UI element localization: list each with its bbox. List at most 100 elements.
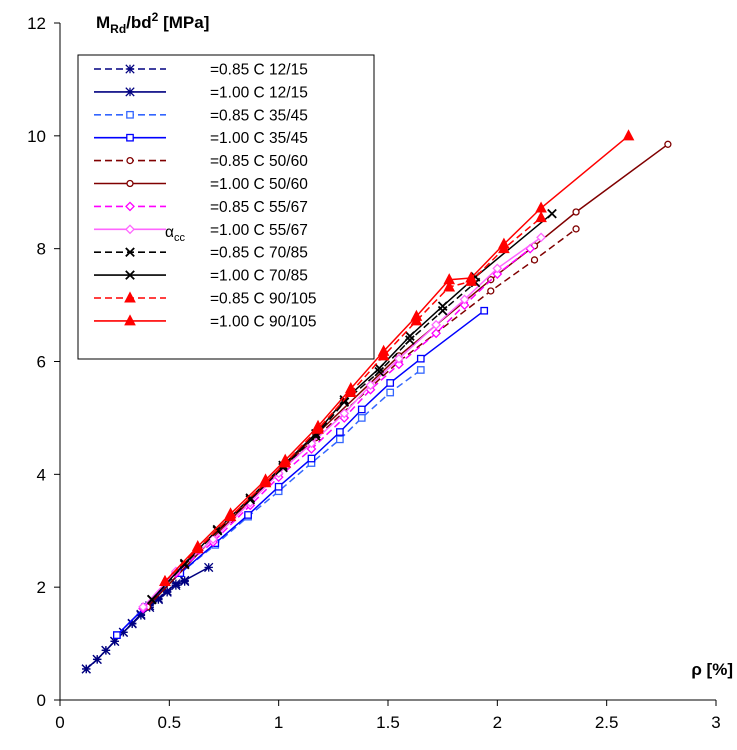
marker-stroke	[339, 397, 350, 407]
data-point	[394, 359, 404, 370]
marker-stroke	[405, 335, 415, 345]
marker-shape	[126, 179, 134, 188]
legend-label: =1.00 C 70/85	[210, 268, 308, 285]
marker-shape	[535, 211, 547, 223]
legend-item: =0.85 C 70/85	[94, 245, 308, 262]
data-point	[306, 444, 317, 454]
legend: =0.85 C 12/15 =1.00 C 12/15 =0.85 C 35/45 =…	[77, 54, 375, 360]
marker-shape	[498, 237, 510, 249]
legend-item: =0.85 C 50/60	[94, 153, 308, 170]
data-point	[159, 574, 171, 587]
data-point	[465, 271, 477, 283]
marker-shape	[339, 408, 350, 419]
x-tick-label: 2.5	[595, 713, 619, 732]
marker-stroke	[179, 558, 190, 569]
legend-item: =0.85 C 90/105	[94, 291, 316, 308]
data-point	[530, 256, 539, 264]
marker-shape	[410, 309, 423, 321]
legend-label: =1.00 C 50/60	[210, 176, 308, 193]
legend-label: =1.00 C 55/67	[210, 222, 308, 239]
legend-swatch-marker	[125, 224, 135, 235]
y-tick-label: 6	[37, 353, 46, 372]
legend-swatch-marker	[125, 87, 135, 97]
data-point	[394, 353, 404, 364]
data-point	[487, 287, 495, 295]
y-tick-label: 2	[37, 578, 46, 597]
data-point	[101, 645, 111, 656]
legend-swatch-marker	[125, 270, 135, 280]
data-point	[244, 511, 252, 519]
data-point	[405, 335, 415, 345]
marker-shape	[279, 453, 292, 465]
marker-shape	[126, 110, 134, 119]
data-point	[572, 225, 580, 233]
data-point	[572, 208, 580, 216]
legend-swatch-marker	[125, 247, 135, 258]
data-point	[547, 208, 557, 219]
legend-item: =0.85 C 12/15	[94, 62, 308, 79]
data-point	[279, 453, 292, 465]
marker-shape	[386, 388, 395, 397]
marker-shape	[126, 156, 134, 165]
marker-shape	[459, 294, 470, 305]
data-point	[386, 379, 395, 387]
data-point	[443, 280, 456, 292]
legend-label: =1.00 C 90/105	[210, 313, 316, 330]
marker-shape	[307, 454, 316, 463]
data-point	[224, 507, 237, 519]
data-point	[443, 273, 456, 285]
data-point	[336, 428, 344, 436]
legend-swatch-marker	[125, 201, 135, 212]
marker-stroke	[405, 331, 415, 341]
legend-label: =0.85 C 12/15	[210, 62, 308, 79]
data-point	[410, 309, 423, 321]
data-point	[535, 211, 547, 223]
data-point	[377, 344, 390, 356]
x-tick-label: 2	[493, 713, 502, 732]
data-point	[459, 300, 470, 311]
y-axis-title-mid: /bd	[126, 13, 152, 32]
marker-shape	[530, 256, 539, 264]
marker-shape	[126, 133, 134, 142]
legend-label: =0.85 C 50/60	[210, 153, 308, 170]
y-tick-label: 0	[37, 691, 46, 710]
y-tick-label: 8	[37, 240, 46, 259]
data-point	[179, 558, 190, 569]
marker-shape	[386, 379, 395, 387]
data-point	[459, 294, 470, 305]
data-point	[374, 366, 385, 377]
legend-swatch-marker	[124, 291, 136, 303]
y-axis-title-main: M	[96, 13, 110, 32]
x-axis-title: ρ [%]	[691, 660, 733, 679]
data-point	[357, 405, 366, 414]
legend-alpha-label: αcc	[165, 224, 185, 244]
data-point	[480, 306, 489, 315]
marker-shape	[124, 291, 136, 303]
marker-shape	[336, 435, 344, 444]
marker-shape	[492, 269, 503, 279]
marker-stroke	[547, 208, 557, 219]
data-point	[416, 354, 425, 363]
data-point	[535, 201, 547, 213]
marker-shape	[159, 574, 171, 587]
marker-shape	[492, 263, 503, 274]
marker-shape	[224, 507, 237, 519]
data-point	[344, 382, 357, 394]
marker-shape	[416, 354, 425, 363]
marker-shape	[336, 428, 344, 436]
marker-shape	[487, 287, 495, 295]
y-axis-title-sup: 2	[152, 10, 159, 24]
marker-shape	[443, 273, 456, 285]
marker-shape	[377, 344, 390, 356]
legend-label: =0.85 C 90/105	[210, 291, 316, 308]
marker-stroke	[125, 270, 135, 280]
legend-alpha-sub: cc	[174, 232, 186, 244]
data-point	[259, 473, 272, 485]
marker-shape	[244, 511, 252, 519]
marker-stroke	[374, 363, 385, 374]
data-point	[492, 263, 503, 274]
data-point	[386, 388, 395, 397]
marker-shape	[622, 129, 635, 141]
data-point	[431, 328, 442, 339]
legend-swatch-marker	[126, 133, 134, 142]
